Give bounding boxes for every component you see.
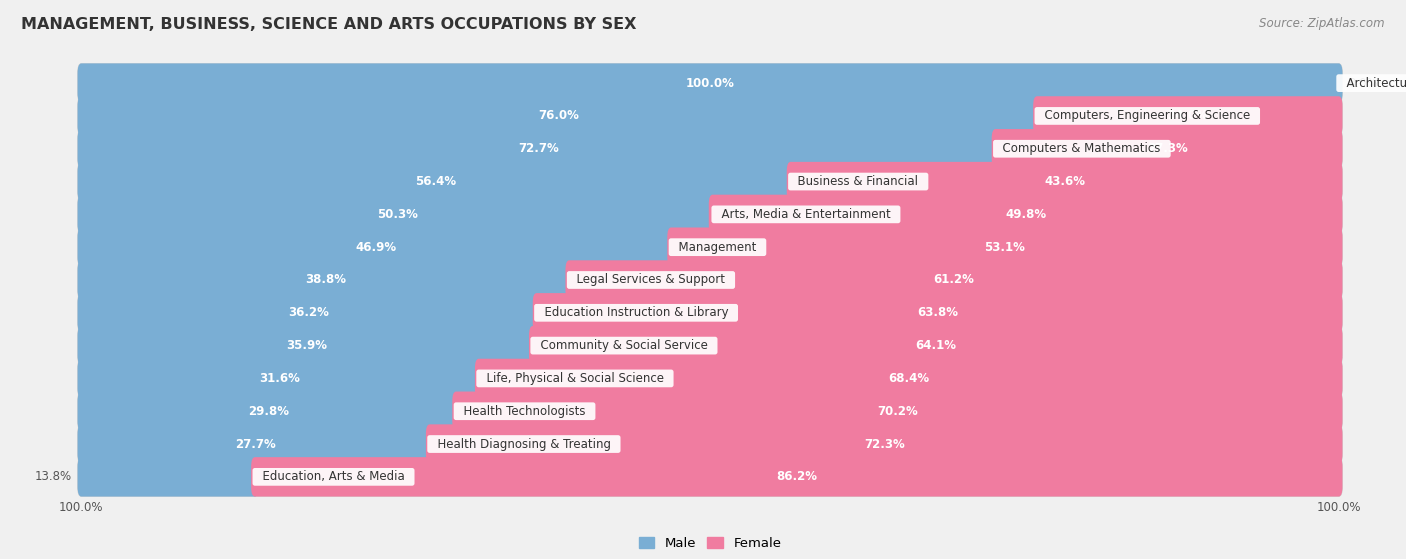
Text: 72.3%: 72.3% <box>863 438 904 451</box>
FancyBboxPatch shape <box>77 228 1343 267</box>
FancyBboxPatch shape <box>77 457 1343 496</box>
Text: 29.8%: 29.8% <box>249 405 290 418</box>
FancyBboxPatch shape <box>565 260 1343 300</box>
FancyBboxPatch shape <box>709 195 1343 234</box>
FancyBboxPatch shape <box>77 162 794 201</box>
FancyBboxPatch shape <box>787 162 1343 201</box>
Text: 36.2%: 36.2% <box>288 306 329 319</box>
Text: Architecture & Engineering: Architecture & Engineering <box>1339 77 1406 89</box>
FancyBboxPatch shape <box>77 391 460 431</box>
Text: 76.0%: 76.0% <box>538 110 579 122</box>
FancyBboxPatch shape <box>453 391 1343 431</box>
Text: 38.8%: 38.8% <box>305 273 346 286</box>
FancyBboxPatch shape <box>77 326 537 365</box>
FancyBboxPatch shape <box>77 424 1343 464</box>
FancyBboxPatch shape <box>77 63 1343 103</box>
Text: 70.2%: 70.2% <box>877 405 918 418</box>
Text: Legal Services & Support: Legal Services & Support <box>569 273 733 286</box>
Text: Computers, Engineering & Science: Computers, Engineering & Science <box>1038 110 1258 122</box>
Text: 86.2%: 86.2% <box>776 470 817 484</box>
Text: 64.1%: 64.1% <box>915 339 956 352</box>
Text: 53.1%: 53.1% <box>984 241 1025 254</box>
Text: Computers & Mathematics: Computers & Mathematics <box>995 142 1168 155</box>
Text: Arts, Media & Entertainment: Arts, Media & Entertainment <box>714 208 898 221</box>
Text: Community & Social Service: Community & Social Service <box>533 339 716 352</box>
Text: 68.4%: 68.4% <box>889 372 929 385</box>
FancyBboxPatch shape <box>991 129 1343 168</box>
FancyBboxPatch shape <box>77 293 540 333</box>
Text: 27.7%: 27.7% <box>235 438 276 451</box>
Text: Business & Financial: Business & Financial <box>790 175 927 188</box>
Text: 13.8%: 13.8% <box>34 470 72 484</box>
Text: 63.8%: 63.8% <box>917 306 957 319</box>
Text: Life, Physical & Social Science: Life, Physical & Social Science <box>478 372 671 385</box>
FancyBboxPatch shape <box>77 326 1343 365</box>
FancyBboxPatch shape <box>77 457 259 496</box>
FancyBboxPatch shape <box>77 129 1000 168</box>
FancyBboxPatch shape <box>252 457 1343 496</box>
Text: Health Diagnosing & Treating: Health Diagnosing & Treating <box>430 438 619 451</box>
Text: 31.6%: 31.6% <box>260 372 301 385</box>
Text: 43.6%: 43.6% <box>1045 175 1085 188</box>
FancyBboxPatch shape <box>668 228 1343 267</box>
FancyBboxPatch shape <box>77 228 675 267</box>
FancyBboxPatch shape <box>533 293 1343 333</box>
FancyBboxPatch shape <box>77 63 1343 103</box>
Text: Education Instruction & Library: Education Instruction & Library <box>537 306 735 319</box>
FancyBboxPatch shape <box>529 326 1343 365</box>
FancyBboxPatch shape <box>77 96 1040 136</box>
Text: Source: ZipAtlas.com: Source: ZipAtlas.com <box>1260 17 1385 30</box>
Text: 0.0%: 0.0% <box>1348 77 1378 89</box>
Text: 61.2%: 61.2% <box>934 273 974 286</box>
Text: Management: Management <box>671 241 763 254</box>
Text: Education, Arts & Media: Education, Arts & Media <box>254 470 412 484</box>
Text: 27.3%: 27.3% <box>1147 142 1188 155</box>
Text: 49.8%: 49.8% <box>1005 208 1046 221</box>
FancyBboxPatch shape <box>77 359 482 398</box>
Text: 72.7%: 72.7% <box>517 142 558 155</box>
Text: 46.9%: 46.9% <box>356 241 396 254</box>
Text: 56.4%: 56.4% <box>415 175 457 188</box>
Text: 100.0%: 100.0% <box>59 501 104 514</box>
FancyBboxPatch shape <box>77 195 1343 234</box>
Text: MANAGEMENT, BUSINESS, SCIENCE AND ARTS OCCUPATIONS BY SEX: MANAGEMENT, BUSINESS, SCIENCE AND ARTS O… <box>21 17 637 32</box>
FancyBboxPatch shape <box>77 293 1343 333</box>
FancyBboxPatch shape <box>77 195 717 234</box>
Text: 24.0%: 24.0% <box>1167 110 1208 122</box>
FancyBboxPatch shape <box>77 260 574 300</box>
FancyBboxPatch shape <box>77 162 1343 201</box>
Text: Health Technologists: Health Technologists <box>456 405 593 418</box>
FancyBboxPatch shape <box>426 424 1343 464</box>
FancyBboxPatch shape <box>77 424 433 464</box>
Text: 50.3%: 50.3% <box>377 208 418 221</box>
Text: 35.9%: 35.9% <box>287 339 328 352</box>
FancyBboxPatch shape <box>77 96 1343 136</box>
FancyBboxPatch shape <box>77 129 1343 168</box>
FancyBboxPatch shape <box>475 359 1343 398</box>
Legend: Male, Female: Male, Female <box>633 532 787 555</box>
Text: 100.0%: 100.0% <box>1316 501 1361 514</box>
FancyBboxPatch shape <box>77 260 1343 300</box>
FancyBboxPatch shape <box>77 391 1343 431</box>
FancyBboxPatch shape <box>1033 96 1343 136</box>
FancyBboxPatch shape <box>77 359 1343 398</box>
Text: 100.0%: 100.0% <box>686 77 734 89</box>
